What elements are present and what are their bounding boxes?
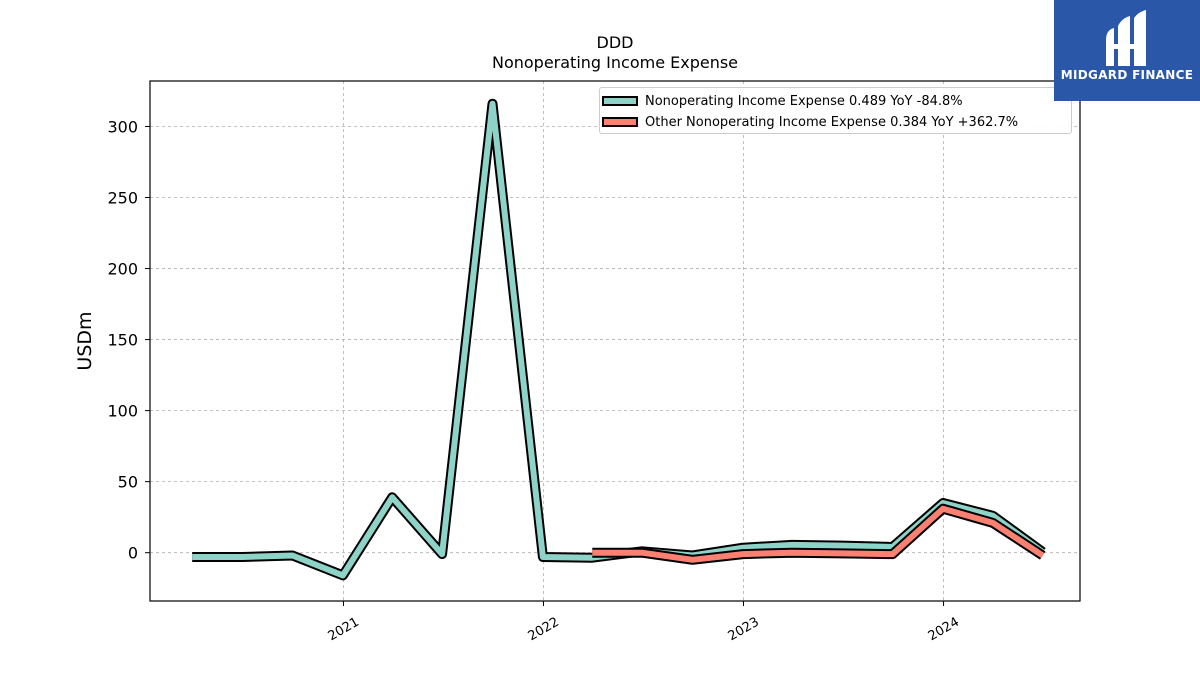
x-tick-label: 2023: [726, 615, 762, 645]
y-tick-label: 50: [118, 473, 138, 492]
legend-item-nonoperating: Nonoperating Income Expense 0.489 YoY -8…: [600, 91, 963, 111]
x-tick-label: 2024: [926, 615, 962, 645]
x-tick-label: 2021: [326, 615, 362, 645]
series-lines: [192, 98, 1046, 581]
grid-lines: [150, 81, 1080, 601]
brand-logo: MIDGARD FINANCE: [1054, 0, 1200, 101]
x-tick-label: 2022: [526, 615, 562, 645]
y-tick-label: 250: [107, 189, 138, 208]
y-tick-label: 200: [107, 260, 138, 279]
y-tick-label: 150: [107, 331, 138, 350]
legend-swatch-other-nonoperating: [602, 117, 638, 127]
legend: Nonoperating Income Expense 0.489 YoY -8…: [599, 87, 1072, 134]
logo-mark-icon: [1106, 10, 1146, 66]
y-tick-label: 0: [128, 544, 138, 563]
y-axis-label: USDm: [74, 311, 96, 370]
x-axis: 2021 2022 2023 2024: [326, 601, 962, 644]
legend-item-other-nonoperating: Other Nonoperating Income Expense 0.384 …: [600, 112, 1018, 132]
legend-swatch-nonoperating: [602, 96, 638, 106]
plot-frame: [149, 80, 1081, 602]
legend-label-nonoperating: Nonoperating Income Expense 0.489 YoY -8…: [645, 93, 963, 109]
logo-text: MIDGARD FINANCE: [1060, 68, 1194, 82]
chart-subtitle: Nonoperating Income Expense: [491, 53, 739, 72]
y-tick-label: 100: [107, 402, 138, 421]
chart-title: DDD: [596, 33, 634, 52]
series-line-other-nonoperating: [592, 505, 1045, 563]
y-tick-label: 300: [107, 117, 138, 136]
legend-label-other-nonoperating: Other Nonoperating Income Expense 0.384 …: [645, 114, 1019, 130]
y-axis: 0 50 100 150 200 250 300: [107, 117, 150, 563]
